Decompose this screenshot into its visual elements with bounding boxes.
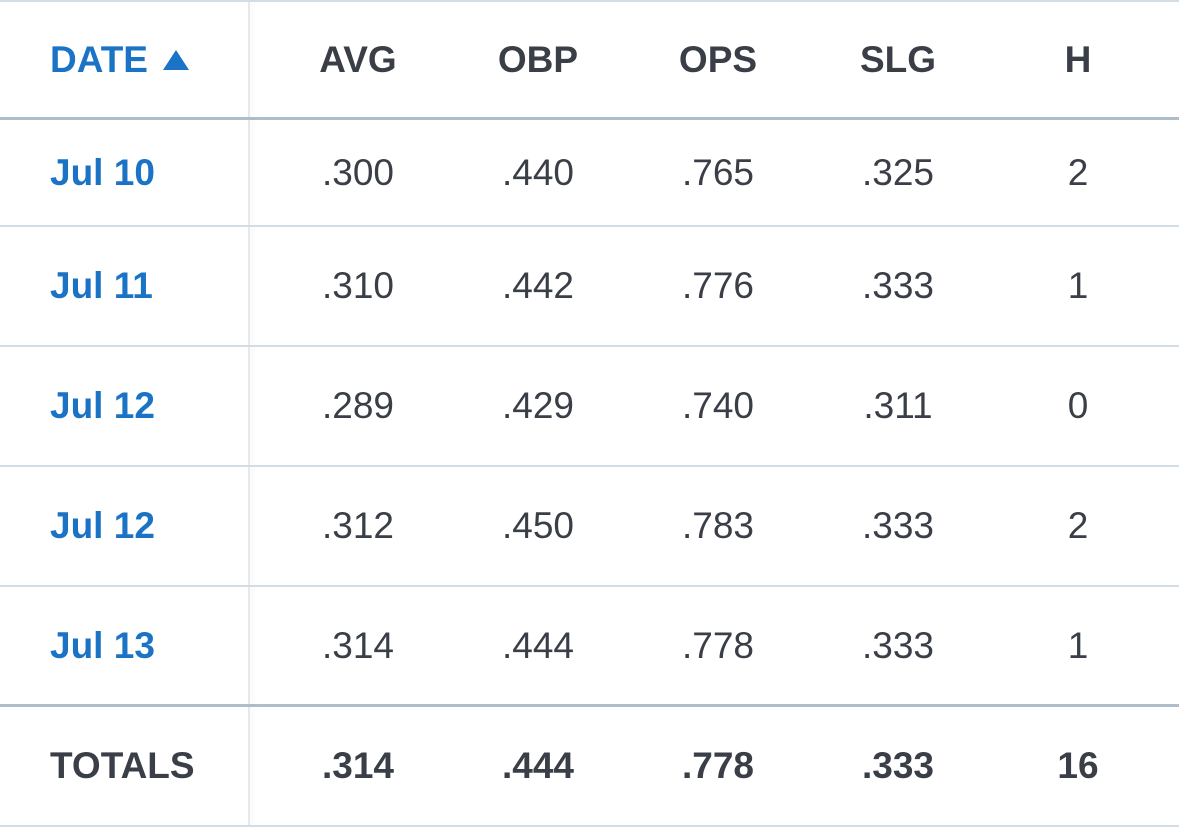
cell: .450 <box>448 505 628 547</box>
cell-text: SLG <box>859 38 937 80</box>
cell: .442 <box>448 265 628 307</box>
cell-text: .333 <box>861 624 934 666</box>
cell: .333 <box>808 625 988 667</box>
cell-text: OPS <box>678 38 758 80</box>
cell: .314 <box>268 625 448 667</box>
cell-text: 2 <box>1067 505 1089 546</box>
cell-text: .444 <box>501 745 574 786</box>
cell-text: Jul 13 <box>50 624 155 666</box>
first-cell[interactable]: Jul 11 <box>0 227 268 345</box>
cell: .429 <box>448 385 628 427</box>
cell-text: .333 <box>861 745 934 786</box>
cell-text: .314 <box>321 624 394 666</box>
cell: .740 <box>628 385 808 427</box>
cell-text: .783 <box>681 505 754 546</box>
cell-text: .333 <box>861 505 934 546</box>
cell-text: .300 <box>321 151 394 193</box>
cell: .783 <box>628 505 808 547</box>
cell: .778 <box>628 625 808 667</box>
data-row: Jul 12 .312 .450 .783 .333 2 <box>0 467 1179 587</box>
cell: .314 <box>268 745 448 787</box>
cell-text: .450 <box>501 505 574 546</box>
cell-text: 16 <box>1057 745 1099 786</box>
cell-text: .429 <box>501 385 574 426</box>
cell: .300 <box>268 152 448 194</box>
cell-text: .440 <box>501 151 574 193</box>
cell-text: 1 <box>1067 624 1089 666</box>
first-cell[interactable]: Jul 12 <box>0 467 268 585</box>
cell: .311 <box>808 385 988 427</box>
cell: .444 <box>448 625 628 667</box>
first-cell[interactable]: Jul 12 <box>0 347 268 465</box>
cell-text: .312 <box>321 505 394 546</box>
data-row: Jul 12 .289 .429 .740 .311 0 <box>0 347 1179 467</box>
cell-text: 2 <box>1067 151 1089 193</box>
first-cell[interactable]: Jul 13 <box>0 587 268 704</box>
cell-text: Jul 12 <box>50 385 155 426</box>
cell[interactable]: AVG <box>268 39 448 81</box>
cell-text: OBP <box>497 38 579 80</box>
first-cell[interactable]: Jul 10 <box>0 120 268 225</box>
cell-text: .311 <box>863 385 933 426</box>
cell: .440 <box>448 152 628 194</box>
cell: 1 <box>988 625 1168 667</box>
totals-row: TOTALS .314 .444 .778 .333 16 <box>0 707 1179 827</box>
cell-text: 1 <box>1067 265 1089 306</box>
first-cell[interactable]: DATE <box>0 2 268 117</box>
cell-text: .310 <box>321 265 394 306</box>
first-cell: TOTALS <box>0 707 268 825</box>
data-row: Jul 10 .300 .440 .765 .325 2 <box>0 120 1179 227</box>
cell-text: Jul 12 <box>50 505 155 546</box>
cell: .333 <box>808 265 988 307</box>
cell: 2 <box>988 152 1168 194</box>
cell-text: Jul 11 <box>50 265 153 306</box>
cell: 2 <box>988 505 1168 547</box>
cell: 16 <box>988 745 1168 787</box>
cell-text: .325 <box>861 151 934 193</box>
cell-text: .778 <box>681 624 754 666</box>
cell: .310 <box>268 265 448 307</box>
header-row: DATE AVG OBP OPS SLG H <box>0 2 1179 120</box>
cell-text: .740 <box>681 385 754 426</box>
data-row: Jul 11 .310 .442 .776 .333 1 <box>0 227 1179 347</box>
cell-text: .289 <box>321 385 394 426</box>
cell-text: .778 <box>681 745 754 786</box>
cell: .776 <box>628 265 808 307</box>
cell-text: AVG <box>319 38 397 80</box>
cell-text: Jul 10 <box>50 151 155 193</box>
cell-text: 0 <box>1067 385 1089 426</box>
cell-text: .765 <box>681 151 754 193</box>
cell-text: H <box>1064 38 1092 80</box>
cell[interactable]: SLG <box>808 39 988 81</box>
cell-text: TOTALS <box>50 745 195 786</box>
cell: .333 <box>808 745 988 787</box>
cell: .312 <box>268 505 448 547</box>
cell[interactable]: OPS <box>628 39 808 81</box>
cell[interactable]: H <box>988 39 1168 81</box>
cell-text: .444 <box>501 624 574 666</box>
sort-ascending-icon <box>162 49 189 70</box>
cell: .289 <box>268 385 448 427</box>
cell-text: .776 <box>681 265 754 306</box>
cell: .765 <box>628 152 808 194</box>
cell: .444 <box>448 745 628 787</box>
cell[interactable]: OBP <box>448 39 628 81</box>
cell-text: .442 <box>501 265 574 306</box>
cell: .325 <box>808 152 988 194</box>
cell-text: DATE <box>50 38 148 80</box>
data-row: Jul 13 .314 .444 .778 .333 1 <box>0 587 1179 707</box>
cell: .778 <box>628 745 808 787</box>
cell: 0 <box>988 385 1168 427</box>
cell-text: .314 <box>321 745 394 786</box>
cell: .333 <box>808 505 988 547</box>
cell: 1 <box>988 265 1168 307</box>
cell-text: .333 <box>861 265 934 306</box>
